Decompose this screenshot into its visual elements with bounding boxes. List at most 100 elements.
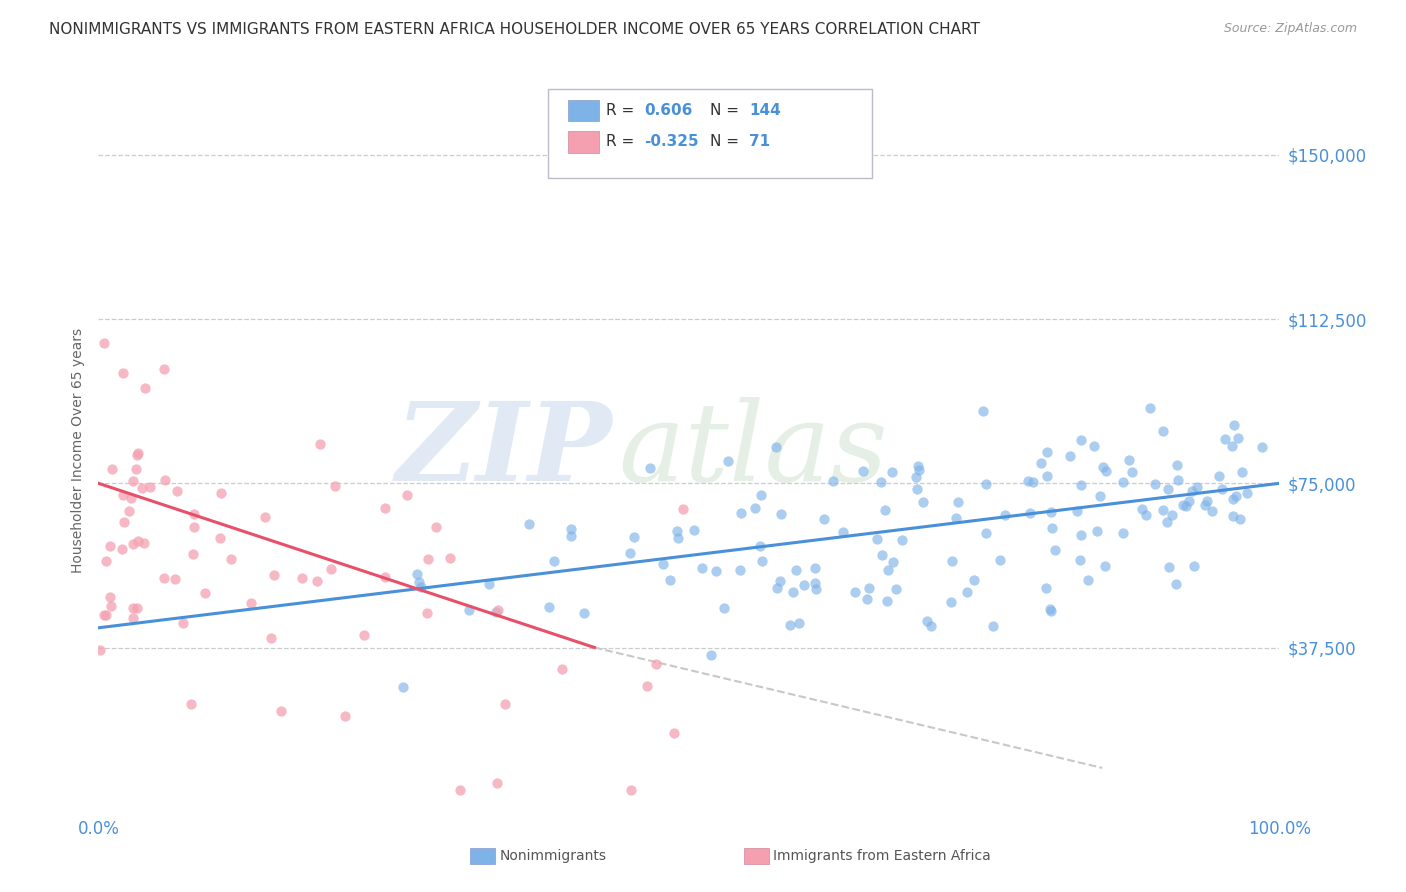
Point: [908, 463, 931, 477]
Point: [127, 534, 149, 549]
Point: [111, 488, 134, 502]
Point: [98, 539, 121, 553]
Point: [1077, 574, 1099, 588]
Point: [485, 605, 508, 619]
Point: [955, 584, 977, 599]
Point: [659, 574, 682, 588]
Point: [494, 697, 516, 711]
Point: [907, 458, 929, 473]
Point: [138, 480, 160, 494]
Point: [98, 590, 121, 604]
Point: [831, 525, 853, 540]
Point: [793, 578, 815, 592]
Point: [939, 595, 962, 609]
Point: [876, 594, 898, 608]
Point: [1135, 508, 1157, 523]
Point: [120, 491, 142, 505]
Point: [449, 782, 471, 797]
Point: [439, 551, 461, 566]
Point: [486, 603, 509, 617]
Point: [1166, 577, 1188, 591]
Point: [920, 619, 942, 633]
Point: [1178, 494, 1201, 508]
Point: [1059, 449, 1081, 463]
Point: [994, 508, 1017, 522]
Point: [374, 569, 396, 583]
Point: [485, 776, 508, 790]
Text: N =: N =: [710, 135, 744, 149]
Point: [153, 362, 176, 376]
Point: [1040, 505, 1063, 519]
Point: [1139, 401, 1161, 415]
Point: [240, 596, 263, 610]
Point: [1152, 424, 1174, 438]
Point: [416, 552, 439, 566]
Point: [891, 533, 914, 547]
Point: [1157, 482, 1180, 496]
Point: [905, 482, 928, 496]
Point: [1211, 483, 1233, 497]
Point: [664, 726, 686, 740]
Point: [636, 679, 658, 693]
Point: [131, 481, 153, 495]
Point: [1159, 560, 1181, 574]
Point: [1066, 503, 1088, 517]
Point: [1045, 543, 1067, 558]
Point: [623, 530, 645, 544]
Point: [1130, 501, 1153, 516]
Point: [478, 577, 501, 591]
Point: [291, 571, 314, 585]
Point: [666, 524, 689, 538]
Point: [844, 584, 866, 599]
Point: [915, 614, 938, 628]
Point: [988, 553, 1011, 567]
Point: [713, 601, 735, 615]
Point: [668, 531, 690, 545]
Point: [748, 539, 770, 553]
Point: [1029, 456, 1052, 470]
Point: [870, 475, 893, 489]
Point: [183, 520, 205, 534]
Point: [134, 381, 156, 395]
Point: [517, 517, 540, 532]
Point: [858, 581, 880, 595]
Point: [396, 488, 419, 502]
Point: [912, 495, 935, 509]
Point: [305, 574, 328, 588]
Point: [1222, 509, 1244, 524]
Point: [1035, 581, 1057, 595]
Point: [353, 628, 375, 642]
Point: [884, 582, 907, 597]
Point: [1220, 440, 1243, 454]
Point: [125, 448, 148, 462]
Point: [1070, 477, 1092, 491]
Point: [852, 464, 875, 478]
Point: [766, 581, 789, 595]
Point: [1040, 521, 1063, 535]
Point: [785, 563, 807, 577]
Point: [209, 485, 232, 500]
Point: [93, 607, 115, 622]
Point: [700, 648, 723, 663]
Point: [574, 606, 596, 620]
Point: [118, 504, 141, 518]
Point: [374, 501, 396, 516]
Point: [821, 474, 844, 488]
Point: [194, 586, 217, 600]
Point: [730, 506, 752, 520]
Point: [1035, 469, 1057, 483]
Point: [744, 500, 766, 515]
Point: [1222, 491, 1244, 506]
Point: [1085, 524, 1108, 538]
Point: [1022, 475, 1045, 490]
Point: [672, 502, 695, 516]
Point: [1181, 483, 1204, 498]
Y-axis label: Householder Income Over 65 years: Householder Income Over 65 years: [70, 328, 84, 573]
Point: [1175, 500, 1198, 514]
Point: [682, 523, 704, 537]
Point: [112, 516, 135, 530]
Point: [406, 566, 429, 581]
Point: [543, 554, 565, 568]
Point: [981, 619, 1004, 633]
Point: [972, 404, 994, 418]
